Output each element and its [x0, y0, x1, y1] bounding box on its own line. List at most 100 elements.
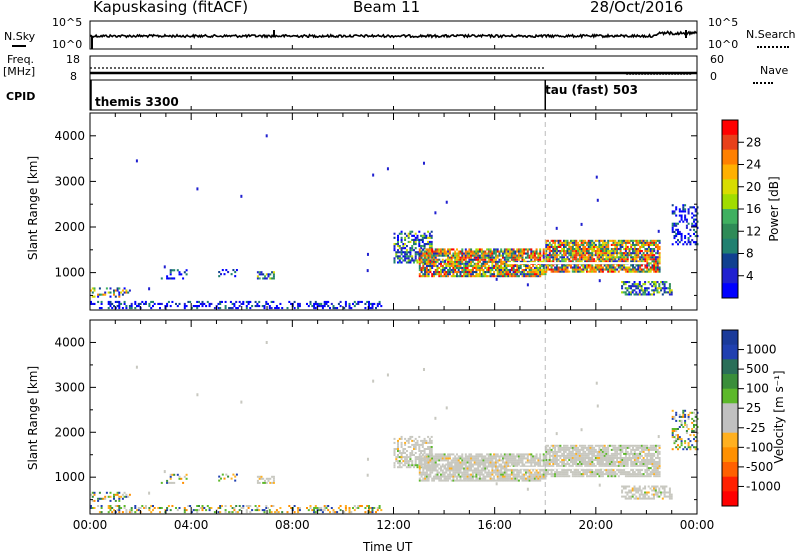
power-echo-cell [473, 275, 476, 278]
power-echo-cell [272, 273, 275, 276]
vel-echo-cell [614, 473, 617, 476]
vel-echo-cell [656, 448, 659, 451]
power-echo-cell [414, 257, 417, 260]
power-echo-cell [547, 260, 549, 263]
power-echo-cell [523, 252, 526, 255]
vel-echo-cell [598, 454, 601, 457]
power-echo-cell [427, 240, 430, 243]
power-echo-cell [494, 248, 497, 251]
power-echo-cell [580, 268, 583, 271]
vel-echo-cell [400, 435, 403, 438]
vel-echo-cell [144, 505, 147, 507]
power-echo-cell [677, 243, 679, 246]
vel-echo-cell [571, 471, 574, 474]
power-echo-cell [397, 243, 399, 246]
vel-echo-cell [423, 441, 426, 444]
vel-echo-cell [297, 507, 300, 509]
vel-echo-cell [477, 473, 480, 476]
power-echo-cell [245, 305, 248, 308]
vel-echo-cell [479, 463, 481, 466]
vel-echo-cell [601, 471, 604, 474]
power-echo-cell [521, 256, 524, 259]
vel-echo-cell [651, 457, 654, 459]
vel-echo-cell [425, 464, 428, 467]
vel-echo-cell [651, 446, 654, 449]
power-echo-cell [601, 241, 604, 244]
vel-echo-cell [90, 505, 92, 507]
vel-echo-cell [656, 461, 659, 463]
vel-echo-cell [573, 454, 576, 457]
vel-echo-cell [577, 469, 580, 472]
power-echo-cell [689, 206, 692, 209]
vel-echo-cell [423, 437, 426, 440]
vel-echo-cell [116, 505, 119, 507]
power-echo-cell [470, 273, 473, 276]
power-echo-cell [647, 248, 650, 251]
vel-echo-cell [566, 471, 569, 474]
vel-echo-cell [523, 473, 526, 476]
power-echo-cell [359, 300, 362, 303]
vel-echo-cell [420, 439, 423, 442]
power-echo-cell [267, 302, 269, 305]
vel-echo-cell [684, 409, 687, 412]
vel-echo-cell [517, 463, 520, 466]
power-echo-cell [533, 273, 536, 276]
power-echo-cell [550, 250, 553, 253]
power-echo-cell [479, 269, 481, 272]
vel-echo-cell [150, 511, 153, 514]
power-echo-cell [647, 243, 650, 246]
vel-echo-cell [633, 463, 636, 465]
power-echo-cell [647, 281, 650, 284]
power-echo-cell [561, 260, 564, 263]
power-echo-cell [616, 252, 619, 255]
power-echo-cell [205, 305, 208, 308]
vel-echo-cell [609, 473, 611, 476]
vel-echo-cell [510, 477, 513, 480]
power-echo-cell [593, 266, 596, 269]
power-echo-cell [655, 256, 657, 259]
power-echo-cell [675, 241, 678, 244]
vel-echo-cell [196, 505, 199, 507]
power-echo-cell [600, 266, 603, 269]
vel-echo-cell [448, 471, 451, 474]
vel-echo-cell [559, 454, 562, 457]
power-echo-cell [400, 257, 403, 260]
vel-echo-cell [217, 511, 220, 514]
power-echo-cell [584, 260, 587, 263]
vel-echo-cell [484, 455, 487, 458]
power-echo-cell [477, 266, 480, 269]
power-echo-cell [422, 254, 425, 257]
power-echo-cell [447, 248, 450, 251]
vel-echo-cell [323, 505, 326, 507]
power-echo-cell [547, 266, 549, 269]
vel-echo-cell [130, 509, 133, 512]
power-echo-cell [405, 257, 408, 260]
power-echo-cell [640, 243, 643, 246]
power-echo-cell [130, 305, 133, 308]
power-echo-cell [479, 248, 481, 251]
vel-echo-cell [429, 475, 432, 478]
power-echo-cell [563, 252, 565, 255]
power-echo-cell [682, 204, 685, 207]
vel-echo-cell [525, 469, 527, 472]
power-echo-cell [607, 260, 610, 263]
power-echo-cell [397, 255, 399, 258]
power-echo-cell [632, 239, 634, 242]
power-echo-cell [424, 256, 427, 259]
vel-echo-cell [680, 442, 683, 445]
power-echo-cell [589, 260, 592, 263]
power-echo-cell [440, 275, 442, 278]
vel-echo-cell [530, 457, 533, 460]
power-echo-cell [545, 241, 548, 244]
vel-echo-cell [685, 448, 688, 451]
vel-echo-cell [578, 465, 581, 468]
vel-echo-cell [619, 465, 622, 468]
vel-echo-cell [505, 461, 508, 464]
power-echo-cell [318, 305, 321, 308]
vel-echo-cell [493, 475, 496, 478]
power-echo-cell [440, 248, 442, 251]
vel-echo-cell [418, 443, 421, 446]
vel-echo-cell [591, 473, 594, 476]
power-echo-cell [498, 275, 501, 278]
vel-echo-cell [582, 457, 585, 459]
